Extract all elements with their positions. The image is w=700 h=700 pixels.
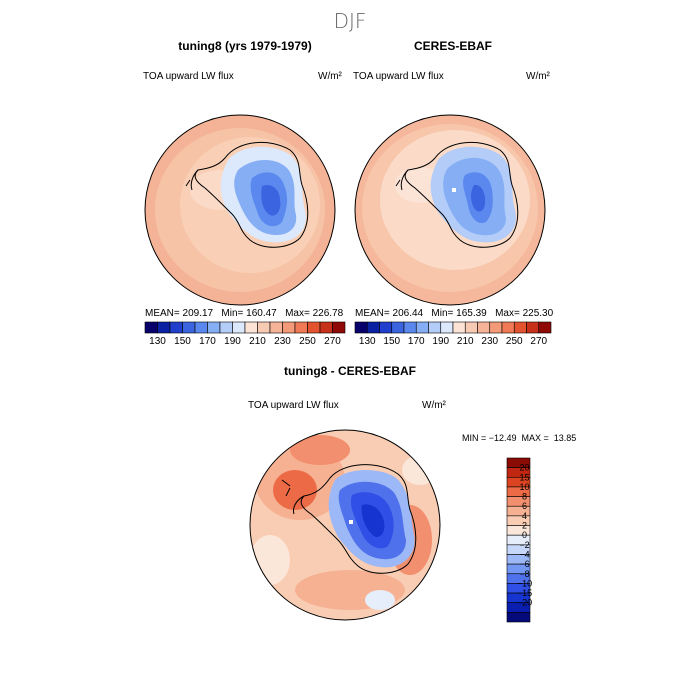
colorbar-bin [391,321,405,334]
panel-title: CERES-EBAF [414,39,492,53]
figure-title: DJF [334,9,367,33]
colorbar-tick-label: 230 [481,336,498,347]
colorbar-bin [440,321,454,334]
colorbar-bin [354,321,368,334]
colorbar-bin [526,321,540,334]
coastline-peninsula [281,479,305,515]
variable-label: TOA upward LW flux [353,71,444,82]
colorbar-bin [169,321,183,334]
colorbar-bin [294,321,308,334]
stats-text: MIN = −12.49 MAX = 13.85 [462,433,576,443]
antarctica-field [220,146,306,243]
stats-text: MEAN= 206.44 Min= 165.39 Max= 225.30 [355,308,554,319]
colorbar-bin [257,321,271,334]
colorbar-tick-label: 0 [522,530,527,540]
colorbar-tick-label: 8 [522,492,527,502]
colorbar-bin [428,321,442,334]
panel-title: tuning8 - CERES-EBAF [284,364,416,378]
colorbar-tick-label: 130 [149,336,166,347]
colorbar-tick-label: −15 [517,588,532,598]
colorbar-tick-label: 210 [249,336,266,347]
coastline-peninsula [185,169,199,191]
colorbar-bin [182,321,196,334]
colorbar-tick-label: 6 [522,501,527,511]
colorbar-tick-label: −6 [519,559,529,569]
colorbar-tick-label: 150 [174,336,191,347]
colorbar-tick-label: 4 [522,511,527,521]
colorbar-bin [332,321,346,334]
coastline [404,141,519,248]
colorbar-bin [501,321,515,334]
colorbar-tick-label: 170 [199,336,216,347]
colorbar-tick-label: 2 [522,521,527,531]
units-label: W/m² [526,71,551,82]
colorbar-bin [489,321,503,334]
colorbar-tick-label: 190 [224,336,241,347]
units-label: W/m² [422,400,447,411]
variable-label: TOA upward LW flux [248,400,339,411]
colorbar-tick-label: 20 [519,463,529,473]
colorbar-bin [244,321,258,334]
colorbar-tick-label: −10 [517,578,532,588]
map-boundary [249,429,441,621]
panel-title: tuning8 (yrs 1979-1979) [178,39,311,53]
colorbar-bin [194,321,208,334]
antarctica-field [430,146,516,243]
colorbar-bin [144,321,158,334]
panel-difference: tuning8 - CERES-EBAF TOA upward LW flux … [248,364,576,623]
colorbar-bin [464,321,478,334]
antarctica-field [328,470,415,568]
map-boundary [144,114,336,306]
colorbar-tick-label: −4 [519,549,529,559]
panel-observation: CERES-EBAF TOA upward LW flux W/m² MEAN=… [353,39,554,347]
colorbar-tick-label: 270 [530,336,547,347]
colorbar-bin [307,321,321,334]
stats-text: MEAN= 209.17 Min= 160.47 Max= 226.78 [145,308,344,319]
polar-map [250,430,440,620]
colorbar-bin [415,321,429,334]
colorbar-tick-label: 210 [457,336,474,347]
panel-model: tuning8 (yrs 1979-1979) TOA upward LW fl… [143,39,346,347]
colorbar-bin [513,321,527,334]
colorbar-tick-label: 10 [519,482,529,492]
colorbar-bin [207,321,221,334]
colorbar-bin [157,321,171,334]
colorbar: 130 150 170 190 210 230 250 270 [144,321,346,347]
colorbar-bin [506,612,531,623]
colorbar-tick-label: −8 [519,569,529,579]
colorbar-bin [379,321,393,334]
colorbar-bin [282,321,296,334]
coastline-peninsula [395,169,409,191]
colorbar-tick-label: 250 [299,336,316,347]
colorbar-tick-label: 15 [519,472,529,482]
colorbar-bin [232,321,246,334]
map-boundary [354,114,546,306]
colorbar: 130 150 170 190 210 230 250 270 [354,321,552,347]
colorbar-tick-label: 230 [274,336,291,347]
colorbar-bin [477,321,491,334]
colorbar-tick-label: −20 [517,598,532,608]
colorbar-bin [319,321,333,334]
colorbar-bin [366,321,380,334]
colorbar-tick-label: −2 [519,540,529,550]
colorbar-tick-label: 250 [506,336,523,347]
units-label: W/m² [318,71,343,82]
colorbar-bin [269,321,283,334]
colorbar-tick-label: 130 [359,336,376,347]
colorbar-tick-label: 270 [324,336,341,347]
variable-label: TOA upward LW flux [143,71,234,82]
colorbar-tick-label: 190 [432,336,449,347]
polar-map [145,115,335,305]
colorbar-bin [538,321,552,334]
colorbar-tick-label: 150 [383,336,400,347]
colorbar-bin [452,321,466,334]
colorbar-bin [219,321,233,334]
coastline [194,141,309,248]
colorbar-tick-label: 170 [408,336,425,347]
colorbar-bin [403,321,417,334]
polar-map [355,115,545,305]
coastline [300,464,417,574]
